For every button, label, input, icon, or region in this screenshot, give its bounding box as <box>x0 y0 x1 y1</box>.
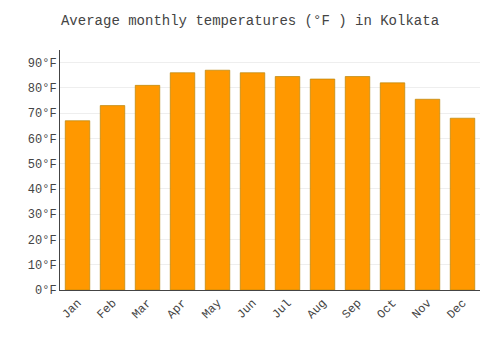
svg-text:30°F: 30°F <box>28 208 57 222</box>
svg-text:80°F: 80°F <box>28 82 57 96</box>
svg-text:Feb: Feb <box>94 297 119 322</box>
svg-text:Apr: Apr <box>164 297 189 322</box>
svg-text:Average monthly temperatures (: Average monthly temperatures (°F ) in Ko… <box>61 13 439 29</box>
svg-text:Aug: Aug <box>304 297 329 322</box>
svg-text:Oct: Oct <box>374 297 399 322</box>
svg-text:Nov: Nov <box>409 297 434 322</box>
svg-text:20°F: 20°F <box>28 234 57 248</box>
svg-text:Jul: Jul <box>269 297 294 322</box>
svg-text:0°F: 0°F <box>35 284 57 298</box>
svg-text:Jun: Jun <box>234 297 259 322</box>
svg-text:70°F: 70°F <box>28 107 57 121</box>
svg-text:Jan: Jan <box>59 297 84 322</box>
svg-text:60°F: 60°F <box>28 133 57 147</box>
svg-text:May: May <box>199 297 224 322</box>
svg-text:90°F: 90°F <box>28 57 57 71</box>
svg-text:10°F: 10°F <box>28 259 57 273</box>
svg-text:Sep: Sep <box>339 297 364 322</box>
svg-text:50°F: 50°F <box>28 158 57 172</box>
svg-text:40°F: 40°F <box>28 183 57 197</box>
svg-text:Dec: Dec <box>444 297 469 322</box>
svg-text:Mar: Mar <box>129 297 154 322</box>
